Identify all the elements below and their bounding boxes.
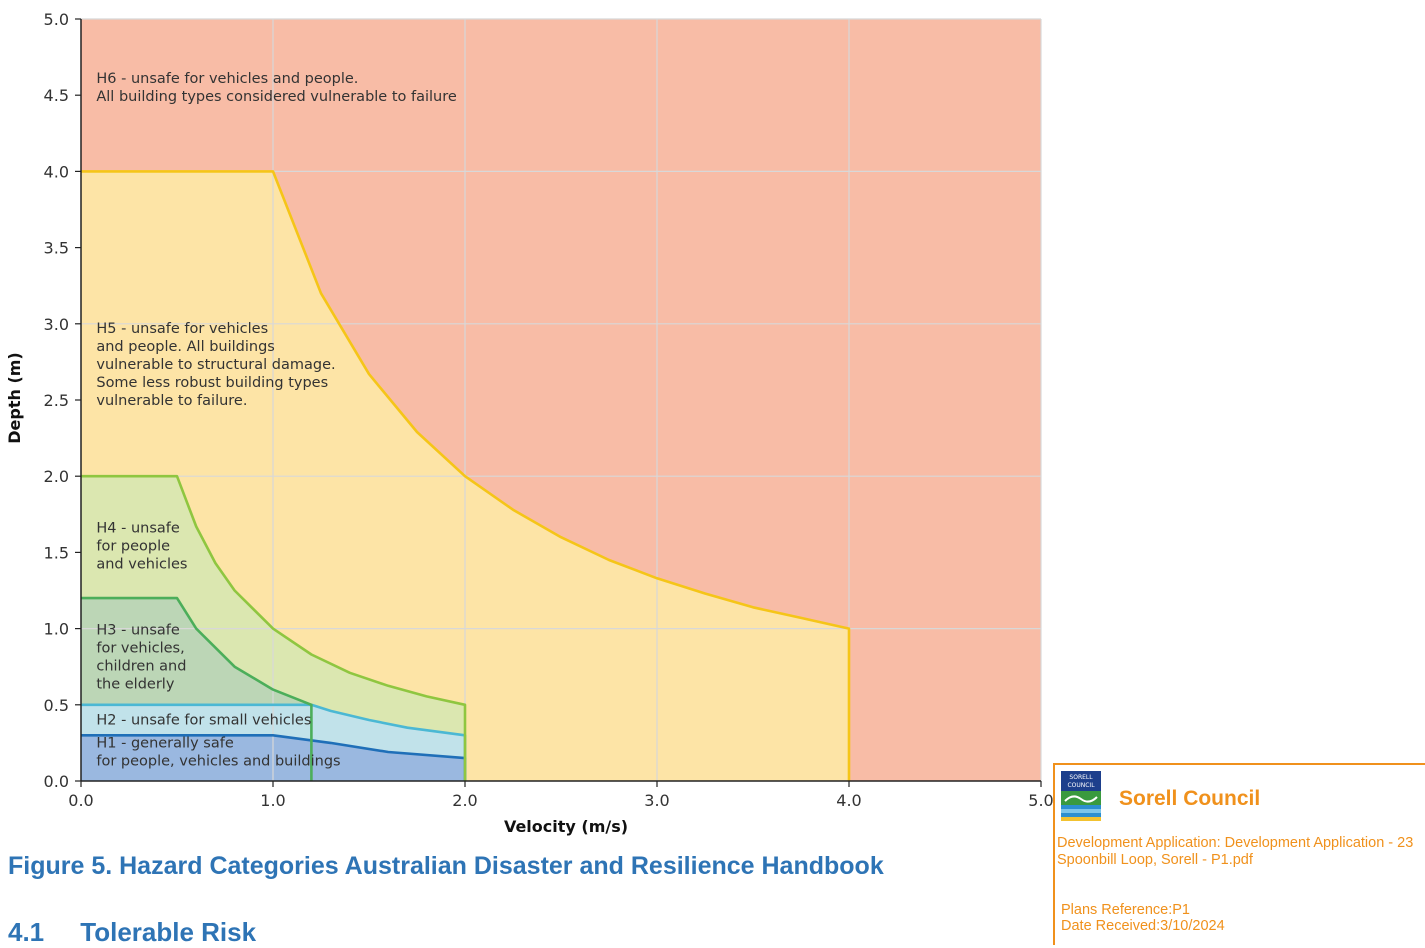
x-tick-label: 1.0: [260, 791, 285, 810]
x-axis-title: Velocity (m/s): [504, 817, 628, 836]
y-axis-title: Depth (m): [5, 352, 24, 444]
region-labels: H1 - generally safe for people, vehicles …: [96, 71, 457, 769]
sorell-council-logo-icon: SORELL COUNCIL: [1061, 771, 1101, 821]
stamp-date-received: Date Received:3/10/2024: [1061, 918, 1225, 934]
stamp-council-name: Sorell Council: [1119, 787, 1261, 810]
region-label-h4: H4 - unsafe: [96, 521, 180, 537]
region-label-h5: vulnerable to failure.: [96, 393, 247, 409]
boundary-h5: [81, 170, 851, 781]
chart-axes: 0.0 0.5 1.0 1.5 2.0 2.5 3.0 3.5 4.0 4.5 5.0 0.0 1.0 2…: [44, 10, 1054, 810]
hazard-chart: 0.0 0.5 1.0 1.5 2.0 2.5 3.0 3.5 4.0 4.5 5.0 0.0 1.0 2…: [5, 10, 1054, 836]
region-label-h5: vulnerable to structural damage.: [96, 357, 335, 373]
region-label-h1: for people, vehicles and buildings: [96, 753, 340, 769]
stamp-plans-reference: Plans Reference:P1: [1061, 902, 1190, 918]
region-label-h6: H6 - unsafe for vehicles and people.: [96, 71, 358, 87]
y-tick-label: 0.5: [44, 696, 69, 715]
y-tick-label: 1.5: [44, 543, 69, 562]
y-tick-label: 2.0: [44, 467, 69, 486]
y-tick-label: 3.5: [44, 239, 69, 258]
hazard-boundaries: [81, 170, 851, 781]
region-label-h1: H1 - generally safe: [96, 735, 233, 751]
region-label-h3: children and: [96, 659, 186, 675]
y-tick-label: 0.0: [44, 772, 69, 791]
x-tick-label: 2.0: [452, 791, 477, 810]
logo-text-top: SORELL: [1069, 774, 1093, 781]
figure-caption: Figure 5. Hazard Categories Australian D…: [8, 852, 884, 880]
region-label-h3: for vehicles,: [96, 641, 184, 657]
stamp-reference-block: Plans Reference:P1 Date Received:3/10/20…: [1061, 902, 1225, 934]
section-heading: 4.1 Tolerable Risk: [8, 917, 257, 947]
region-label-h5: Some less robust building types: [96, 375, 328, 391]
region-label-h2: H2 - unsafe for small vehicles: [96, 713, 311, 729]
council-stamp: SORELL COUNCIL Sorell Council Developmen…: [1053, 763, 1425, 945]
x-tick-label: 4.0: [836, 791, 861, 810]
region-label-h5: H5 - unsafe for vehicles: [96, 321, 268, 337]
boundary-h3: [81, 596, 313, 781]
y-tick-label: 5.0: [44, 10, 69, 29]
region-label-h6: All building types considered vulnerable…: [96, 89, 457, 105]
region-label-h4: and vehicles: [96, 557, 187, 573]
boundary-h4: [81, 474, 467, 781]
stamp-application: Development Application: Development App…: [1057, 835, 1414, 868]
region-label-h5: and people. All buildings: [96, 339, 274, 355]
x-tick-label: 0.0: [68, 791, 93, 810]
x-tick-label: 5.0: [1028, 791, 1053, 810]
region-label-h3: the elderly: [96, 677, 174, 693]
logo-text-bottom: COUNCIL: [1067, 782, 1095, 789]
y-tick-label: 1.0: [44, 620, 69, 639]
y-tick-label: 4.0: [44, 162, 69, 181]
region-label-h3: H3 - unsafe: [96, 623, 180, 639]
x-tick-label: 3.0: [644, 791, 669, 810]
y-tick-label: 3.0: [44, 315, 69, 334]
region-label-h4: for people: [96, 539, 170, 555]
y-tick-label: 4.5: [44, 86, 69, 105]
y-tick-label: 2.5: [44, 391, 69, 410]
